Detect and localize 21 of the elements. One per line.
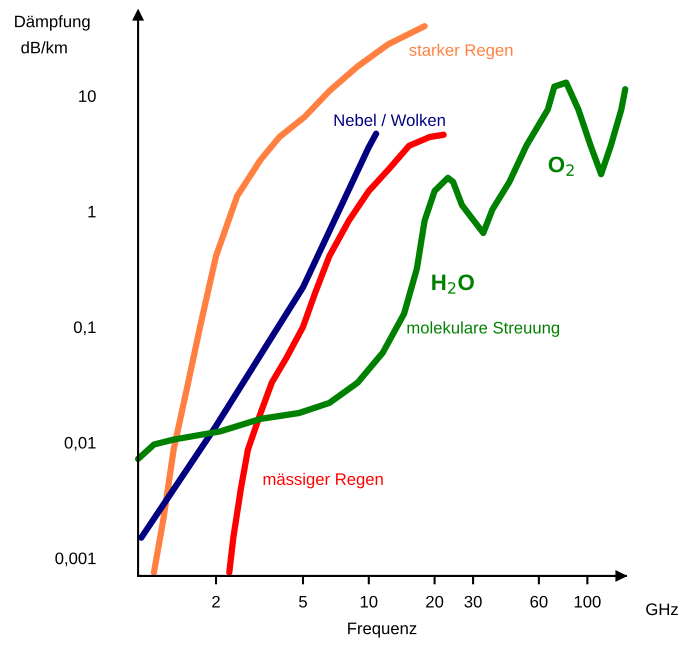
y-axis-title: Dämpfung dB/km	[15, 15, 90, 54]
x-tick-label: 20	[426, 596, 444, 608]
x-tick-label: 30	[464, 596, 482, 608]
annotation: H$_{2}$O	[432, 274, 474, 294]
series-label: mässiger Regen	[264, 472, 383, 488]
x-tick-label: 100	[574, 596, 601, 608]
y-tick-label: 0,01	[64, 436, 96, 451]
annotation: O$_{2}$	[548, 156, 574, 176]
y-tick-label: 0,1	[74, 321, 96, 336]
series-label: molekulare Streuung	[407, 321, 560, 337]
series-label: starker Regen	[409, 44, 512, 60]
text: GHz	[646, 603, 678, 616]
x-axis-title: Frequenz	[348, 622, 416, 638]
series-label: Nebel / Wolken	[334, 114, 445, 126]
x-tick-label: 2	[212, 596, 220, 608]
y-tick-label: 1	[88, 206, 96, 218]
x-tick-label: 60	[530, 596, 548, 608]
x-tick-label: 10	[360, 596, 378, 608]
x-tick-label: 5	[299, 596, 307, 608]
y-tick-label: 10	[79, 90, 96, 102]
y-tick-label: 0,001	[55, 552, 96, 566]
